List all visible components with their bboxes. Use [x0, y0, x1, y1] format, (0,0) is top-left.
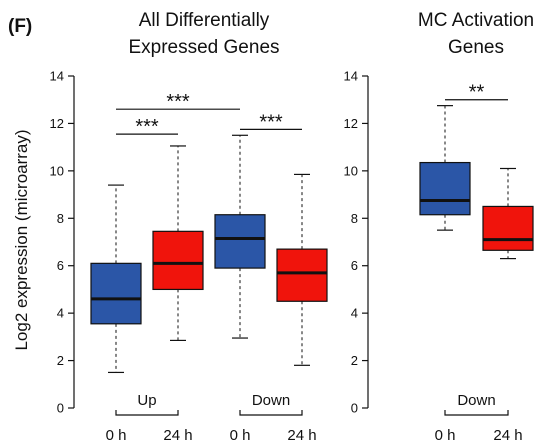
y-tick-label: 4 — [351, 306, 358, 321]
y-tick-label: 2 — [57, 353, 64, 368]
panel-mc-activation-genes: MC Activation Genes 0 2 4 6 8 10 12 14 0 h 24 h Down… — [344, 10, 535, 444]
x-tick-label: 0 h — [106, 427, 127, 444]
y-tick-label: 12 — [50, 116, 64, 131]
x-tick-label: 0 h — [230, 427, 251, 444]
y-tick-label: 6 — [351, 258, 358, 273]
y-tick-label: 8 — [351, 211, 358, 226]
group-label: Up — [137, 392, 156, 409]
y-tick-label: 0 — [57, 401, 64, 416]
panel-letter: (F) — [8, 16, 32, 37]
significance-stars: *** — [166, 91, 190, 113]
y-tick-label: 12 — [344, 116, 358, 131]
x-tick-label: 24 h — [287, 427, 316, 444]
y-tick-label: 6 — [57, 258, 64, 273]
box-iqr — [419, 161, 471, 216]
panel-all-de-genes: All Differentially Expressed Genes 0 2 4 6 8 10… — [50, 10, 328, 444]
y-tick-label: 14 — [344, 69, 358, 84]
box-iqr — [152, 230, 204, 291]
y-tick-label: 4 — [57, 306, 64, 321]
y-tick-label: 10 — [50, 163, 64, 178]
group-bracket — [444, 410, 509, 416]
panel-title-line: Genes — [448, 37, 504, 58]
significance-stars: *** — [259, 111, 283, 133]
significance-stars: ** — [469, 82, 485, 104]
box-iqr — [90, 262, 142, 325]
box-iqr — [482, 205, 534, 251]
group-bracket — [239, 410, 303, 416]
x-tick-label: 0 h — [435, 427, 456, 444]
box-iqr — [276, 248, 328, 302]
x-tick-label: 24 h — [163, 427, 192, 444]
panel-title-line: MC Activation — [418, 10, 534, 31]
y-tick-label: 14 — [50, 69, 64, 84]
y-tick-label: 10 — [344, 163, 358, 178]
panel-title-line: All Differentially — [139, 10, 270, 31]
group-label: Down — [252, 392, 290, 409]
y-axis-label: Log2 expression (microarray) — [12, 129, 31, 350]
group-label: Down — [457, 392, 495, 409]
x-tick-label: 24 h — [493, 427, 522, 444]
y-tick-label: 8 — [57, 211, 64, 226]
box-iqr — [214, 214, 266, 269]
significance-stars: *** — [135, 116, 159, 138]
y-tick-label: 2 — [351, 353, 358, 368]
panel-title-line: Expressed Genes — [128, 37, 279, 58]
y-tick-label: 0 — [351, 401, 358, 416]
group-bracket — [115, 410, 179, 416]
